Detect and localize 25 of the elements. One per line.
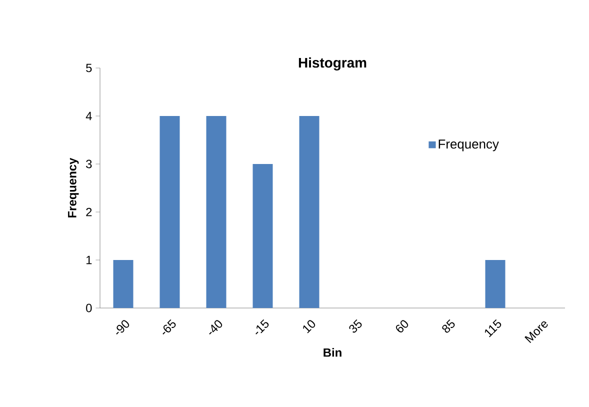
bar xyxy=(485,260,506,308)
y-tick-label: 4 xyxy=(86,112,92,120)
legend-label: Frequency xyxy=(438,140,499,152)
chart-title: Histogram xyxy=(298,57,366,70)
y-axis-title: Frequency xyxy=(68,158,79,218)
bar xyxy=(113,260,134,308)
x-tick-label: 85 xyxy=(442,319,455,333)
x-axis-title: Bin xyxy=(324,348,342,357)
bar xyxy=(252,164,273,308)
bar xyxy=(206,116,226,308)
x-tick-label: -65 xyxy=(162,319,176,334)
x-tick-label: -90 xyxy=(116,320,130,334)
bar xyxy=(160,116,180,308)
y-tick-label: 2 xyxy=(86,208,92,216)
y-tick-label: 1 xyxy=(86,256,92,264)
y-tick-label: 5 xyxy=(86,64,92,72)
x-tick-label: 35 xyxy=(349,319,362,333)
x-tick-label: -40 xyxy=(209,320,222,334)
x-tick-label: 10 xyxy=(303,320,316,334)
x-tick-label: 60 xyxy=(396,320,408,332)
y-tick-label: 3 xyxy=(86,160,92,168)
x-tick-label: -15 xyxy=(256,319,269,334)
y-tick-label: 0 xyxy=(86,304,92,312)
bar xyxy=(299,116,320,308)
x-tick-label: 115 xyxy=(484,319,502,338)
